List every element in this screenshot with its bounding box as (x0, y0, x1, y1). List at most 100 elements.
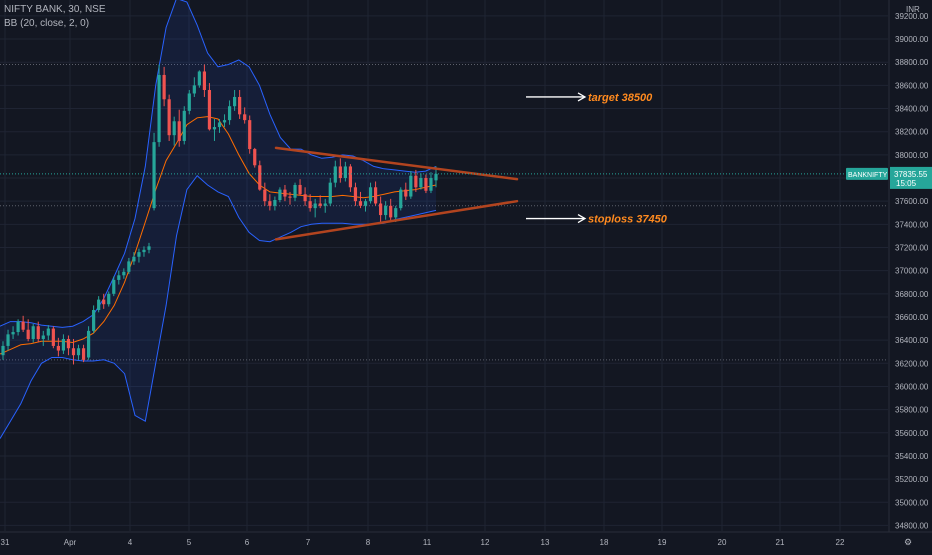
candle[interactable] (348, 164, 353, 192)
candle[interactable] (112, 276, 116, 297)
candle[interactable] (399, 187, 403, 211)
candle[interactable] (414, 169, 418, 192)
candle[interactable] (192, 77, 196, 97)
candle[interactable] (26, 319, 30, 342)
candle[interactable] (207, 83, 212, 131)
candle[interactable] (308, 194, 312, 212)
candle[interactable] (368, 182, 373, 204)
candle[interactable] (162, 66, 166, 107)
candle[interactable] (233, 90, 237, 111)
candle[interactable] (86, 326, 91, 360)
candle[interactable] (92, 305, 96, 334)
candle[interactable] (424, 174, 428, 194)
candle[interactable] (253, 147, 257, 168)
candle[interactable] (107, 291, 111, 307)
candle-body (167, 99, 171, 136)
candle[interactable] (102, 293, 106, 309)
candle[interactable] (137, 248, 141, 263)
candle[interactable] (379, 196, 383, 223)
candle[interactable] (1, 341, 5, 360)
candle[interactable] (177, 109, 181, 147)
candle[interactable] (343, 161, 347, 182)
candle[interactable] (429, 172, 433, 194)
candle[interactable] (36, 321, 40, 343)
candle[interactable] (182, 106, 186, 145)
candle[interactable] (16, 319, 20, 336)
candle[interactable] (328, 178, 332, 206)
candle[interactable] (353, 182, 358, 206)
candle[interactable] (273, 196, 277, 211)
candle[interactable] (419, 173, 423, 190)
candle[interactable] (333, 160, 337, 188)
candle[interactable] (373, 181, 378, 206)
candle[interactable] (313, 198, 317, 218)
trendline-upper[interactable] (274, 146, 519, 181)
candle[interactable] (11, 326, 15, 339)
candle[interactable] (147, 242, 151, 254)
candle[interactable] (212, 118, 217, 141)
candle[interactable] (61, 334, 66, 355)
settings-icon[interactable]: ⚙ (904, 537, 912, 547)
candle[interactable] (338, 158, 342, 183)
candle[interactable] (187, 90, 191, 115)
trendline-lower[interactable] (274, 199, 519, 241)
price-axis[interactable]: 34800.00 35000.00 35200.00 35400.00 35600.00… (888, 0, 932, 550)
candle[interactable] (409, 171, 413, 199)
candle[interactable] (238, 90, 242, 119)
candle[interactable] (243, 107, 247, 124)
candle[interactable] (132, 252, 136, 265)
candle[interactable] (303, 187, 307, 206)
bollinger-basis-line[interactable] (0, 116, 437, 355)
candle[interactable] (167, 94, 171, 141)
target-annotation[interactable]: target 38500 (526, 92, 653, 104)
candle[interactable] (217, 118, 222, 133)
candle[interactable] (56, 337, 60, 357)
candle[interactable] (202, 64, 206, 97)
time-axis[interactable]: 31 Apr 4 5 6 7 8 11 12 13 18 19 20 21 22 (0, 531, 932, 547)
candle[interactable] (227, 100, 232, 125)
candle[interactable] (6, 329, 10, 351)
candle[interactable] (293, 182, 297, 202)
candle[interactable] (76, 344, 81, 360)
candle[interactable] (298, 179, 302, 196)
candle[interactable] (263, 182, 267, 206)
stoploss-annotation[interactable]: stoploss 37450 (526, 214, 668, 226)
candle[interactable] (172, 116, 176, 146)
candle[interactable] (152, 132, 156, 211)
candle[interactable] (142, 246, 146, 257)
candle[interactable] (71, 338, 76, 365)
candle[interactable] (404, 182, 408, 201)
candle[interactable] (51, 326, 55, 349)
candle[interactable] (318, 195, 322, 209)
indicator-header[interactable]: BB (20, close, 2, 0) (4, 18, 90, 29)
candle[interactable] (31, 323, 35, 343)
candle[interactable] (358, 191, 363, 209)
candle[interactable] (384, 201, 388, 220)
candle[interactable] (283, 184, 287, 202)
candle[interactable] (258, 160, 262, 191)
candle-body (384, 205, 388, 216)
candle[interactable] (157, 64, 161, 147)
candle[interactable] (46, 325, 50, 341)
candle[interactable] (117, 270, 121, 285)
candle[interactable] (222, 114, 227, 128)
candle[interactable] (288, 191, 292, 205)
candle[interactable] (268, 194, 272, 211)
candle[interactable] (66, 335, 71, 356)
candle[interactable] (41, 330, 45, 346)
candle[interactable] (389, 198, 393, 223)
candle[interactable] (81, 344, 86, 363)
candle[interactable] (21, 315, 25, 333)
candle[interactable] (248, 115, 252, 154)
candle[interactable] (323, 198, 327, 213)
bollinger-upper-line[interactable] (0, 0, 437, 328)
candle[interactable] (278, 187, 282, 203)
candle[interactable] (363, 198, 368, 212)
candle[interactable] (97, 296, 101, 313)
candle[interactable] (197, 70, 201, 88)
candle[interactable] (122, 268, 126, 279)
candle[interactable] (127, 257, 131, 275)
